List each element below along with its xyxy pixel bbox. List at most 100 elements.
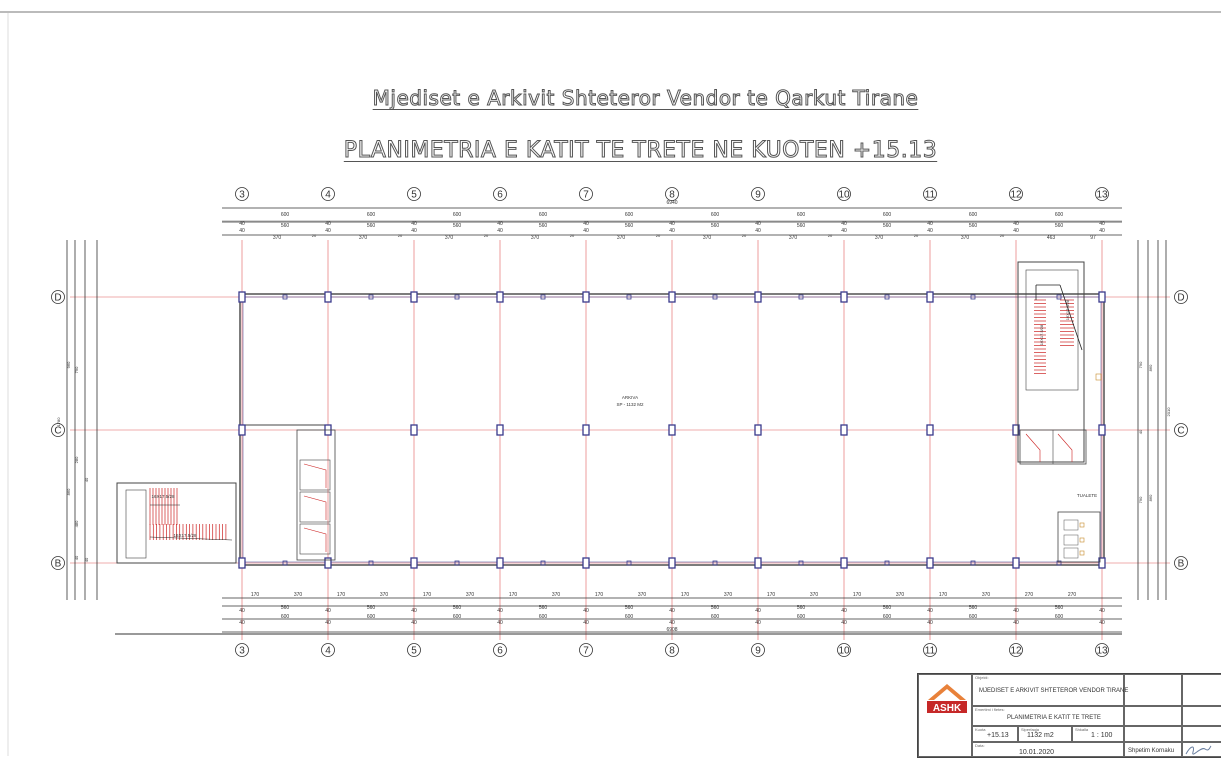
dim-20: 20 — [1000, 233, 1005, 238]
dim-40: 40 — [841, 228, 847, 234]
scale-cell: Shkalla 1 : 100 — [1072, 726, 1124, 742]
dim-top-1: 600 — [453, 212, 462, 218]
dim-40: 40 — [497, 228, 503, 234]
dim-40: 40 — [927, 228, 933, 234]
dim-bottom-1: 370 — [466, 592, 475, 598]
wall-mark — [1056, 294, 1062, 300]
dim-top-1: 600 — [1055, 212, 1064, 218]
dim-40: 40 — [497, 221, 503, 227]
grid-bubble — [1174, 423, 1188, 437]
dim-40: 40 — [411, 228, 417, 234]
grid-row-label: C — [1177, 426, 1184, 437]
dim-bottom-1: 170 — [251, 592, 260, 598]
dim-40: 40 — [841, 620, 847, 626]
wall-mark — [282, 294, 288, 300]
dim-bottom-2: 560 — [453, 605, 462, 611]
dim-top-2: 560 — [367, 223, 376, 229]
dim-40: 40 — [927, 608, 933, 614]
dim-top-1: 600 — [883, 212, 892, 218]
dim-top-2: 560 — [625, 223, 634, 229]
stair-arrow — [149, 536, 233, 541]
object-label: Objekti: — [975, 675, 989, 680]
grid-column-label: 9 — [755, 646, 761, 657]
grid-bubble — [1174, 290, 1188, 304]
dim-bottom-1: 370 — [724, 592, 733, 598]
grid-bubble — [665, 187, 679, 201]
stair-arrow — [1059, 284, 1083, 351]
structural-column — [926, 557, 934, 569]
structural-column — [926, 424, 934, 436]
stair-well — [1025, 269, 1079, 391]
dim-20: 20 — [914, 233, 919, 238]
drawing-label: Emertimi i fletes: — [975, 707, 1005, 712]
dim-20: 20 — [828, 233, 833, 238]
ashk-logo: ASHK — [927, 684, 967, 714]
wall-mark — [970, 560, 976, 566]
structural-column — [238, 291, 246, 303]
dim-left: 1780 — [56, 417, 61, 427]
structural-column — [582, 291, 590, 303]
dim-40: 40 — [755, 221, 761, 227]
dim-bottom-1: 370 — [982, 592, 991, 598]
door-swing — [303, 527, 327, 552]
dim-40: 40 — [239, 620, 245, 626]
grid-column-label: 5 — [411, 646, 417, 657]
dim-bottom-2: 560 — [711, 605, 720, 611]
toilet-room — [1057, 511, 1101, 563]
dim-bottom-1: 370 — [896, 592, 905, 598]
sheet-title: PLANIMETRIA E KATIT TE TRETE NE KUOTEN +… — [343, 138, 938, 164]
structural-column — [668, 424, 676, 436]
grid-column-label: 5 — [411, 190, 417, 201]
tb-blank-3 — [1124, 706, 1182, 726]
grid-bubble — [1095, 643, 1109, 657]
dim-bottom-3: 600 — [539, 614, 548, 620]
stair-enclosure — [116, 482, 237, 564]
grid-column-label: 7 — [583, 190, 589, 201]
dim-right: 860 — [1148, 494, 1153, 501]
drawing-cell: Emertimi i fletes: PLANIMETRIA E KATIT T… — [972, 706, 1124, 726]
scale-label: Shkalla — [1075, 727, 1089, 732]
dim-bottom-1: 170 — [939, 592, 948, 598]
toilet-label: TUALETE — [1077, 493, 1097, 498]
wall-mark — [282, 560, 288, 566]
total-width-label: 6940 — [666, 200, 677, 206]
tb-blank-4 — [1182, 706, 1221, 726]
dim-40: 40 — [325, 620, 331, 626]
dim-20: 20 — [312, 233, 317, 238]
dim-top-2: 560 — [969, 223, 978, 229]
grid-column-label: 8 — [669, 190, 675, 201]
grid-column-label: 13 — [1096, 190, 1108, 201]
structural-column — [668, 291, 676, 303]
project-title: Mjediset e Arkivit Shteteror Vendor te Q… — [372, 86, 919, 111]
grid-bubble — [1095, 187, 1109, 201]
dim-40: 40 — [583, 608, 589, 614]
structural-column — [496, 424, 504, 436]
dim-top-1: 600 — [281, 212, 290, 218]
dim-bottom-3: 600 — [625, 614, 634, 620]
dim-left: 480 — [74, 520, 79, 527]
dim-bottom-3: 600 — [1055, 614, 1064, 620]
grid-bubble — [235, 643, 249, 657]
dim-right: 790 — [1138, 496, 1143, 503]
grid-bubble — [321, 187, 335, 201]
dim-top-2: 560 — [539, 223, 548, 229]
grid-bubble — [665, 643, 679, 657]
grid-bubble — [837, 643, 851, 657]
dim-left: 40 — [84, 557, 89, 562]
dim-bottom-2: 560 — [1055, 605, 1064, 611]
dim-40: 40 — [927, 221, 933, 227]
cubicle — [299, 523, 331, 555]
wc-fixture — [1063, 534, 1079, 546]
dim-40: 40 — [583, 620, 589, 626]
stair-landing — [125, 489, 147, 559]
dim-right: 860 — [1148, 364, 1153, 371]
grid-bubble — [51, 556, 65, 570]
tb-blank-1 — [1124, 674, 1182, 706]
dim-bottom-2: 560 — [883, 605, 892, 611]
dim-top-3: 370 — [617, 235, 626, 241]
dim-20: 20 — [742, 233, 747, 238]
dim-bottom-2: 560 — [797, 605, 806, 611]
dim-bottom-1: 270 — [1025, 592, 1034, 598]
room-area: SP - 1132 M2 — [616, 402, 644, 407]
dim-40: 40 — [1013, 608, 1019, 614]
